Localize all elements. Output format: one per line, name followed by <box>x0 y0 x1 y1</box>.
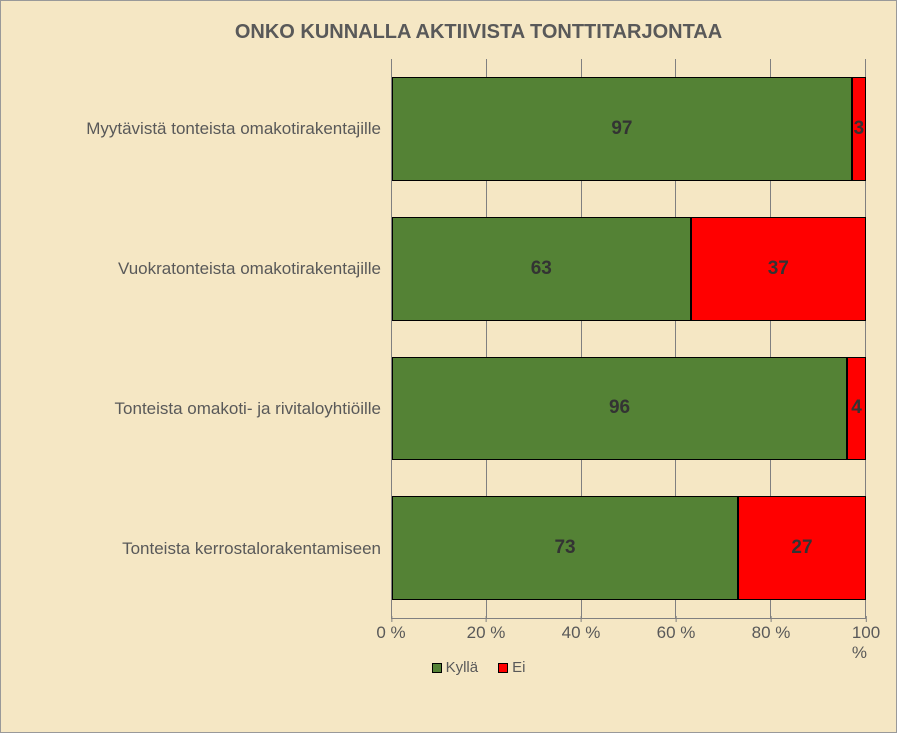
x-tick-2: 40 % <box>562 623 601 643</box>
y-label-3: Tonteista kerrostalorakentamiseen <box>122 539 381 559</box>
x-tick-1: 20 % <box>467 623 506 643</box>
legend-swatch-yes <box>432 663 442 673</box>
legend-label-no: Ei <box>512 659 525 676</box>
legend-swatch-no <box>498 663 508 673</box>
bar-1-yes: 63 <box>392 217 691 321</box>
chart-title: ONKO KUNNALLA AKTIIVISTA TONTTITARJONTAA <box>31 21 866 44</box>
x-tick-0: 0 % <box>376 623 405 643</box>
legend: Kyllä Ei <box>31 659 866 676</box>
x-axis: 0 %20 %40 %60 %80 %100 % <box>391 619 866 649</box>
y-label-2: Tonteista omakoti- ja rivitaloyhtiöille <box>115 399 381 419</box>
bar-0-yes: 97 <box>392 77 852 181</box>
y-label-1: Vuokratonteista omakotirakentajille <box>118 259 381 279</box>
bar-row-0: 97 3 <box>392 59 866 199</box>
bar-row-3: 73 27 <box>392 478 866 618</box>
bar-row-2: 96 4 <box>392 339 866 479</box>
bar-2-yes: 96 <box>392 357 847 461</box>
bar-2-no: 4 <box>847 357 866 461</box>
legend-no: Ei <box>498 659 525 676</box>
plot-area: 97 3 63 37 96 4 <box>391 59 866 619</box>
bar-0-no: 3 <box>852 77 866 181</box>
bar-3-no: 27 <box>738 496 866 600</box>
bar-3-yes: 73 <box>392 496 738 600</box>
x-tick-3: 60 % <box>657 623 696 643</box>
bar-row-1: 63 37 <box>392 199 866 339</box>
chart-body: Myytävistä tonteista omakotirakentajille… <box>31 59 866 619</box>
legend-yes: Kyllä <box>432 659 479 676</box>
bar-1-no: 37 <box>691 217 866 321</box>
chart-container: ONKO KUNNALLA AKTIIVISTA TONTTITARJONTAA… <box>1 1 896 732</box>
x-tick-5: 100 % <box>852 623 880 663</box>
bars: 97 3 63 37 96 4 <box>392 59 866 618</box>
y-axis: Myytävistä tonteista omakotirakentajille… <box>31 59 391 619</box>
y-label-0: Myytävistä tonteista omakotirakentajille <box>86 119 381 139</box>
x-tick-4: 80 % <box>752 623 791 643</box>
legend-label-yes: Kyllä <box>446 659 479 676</box>
